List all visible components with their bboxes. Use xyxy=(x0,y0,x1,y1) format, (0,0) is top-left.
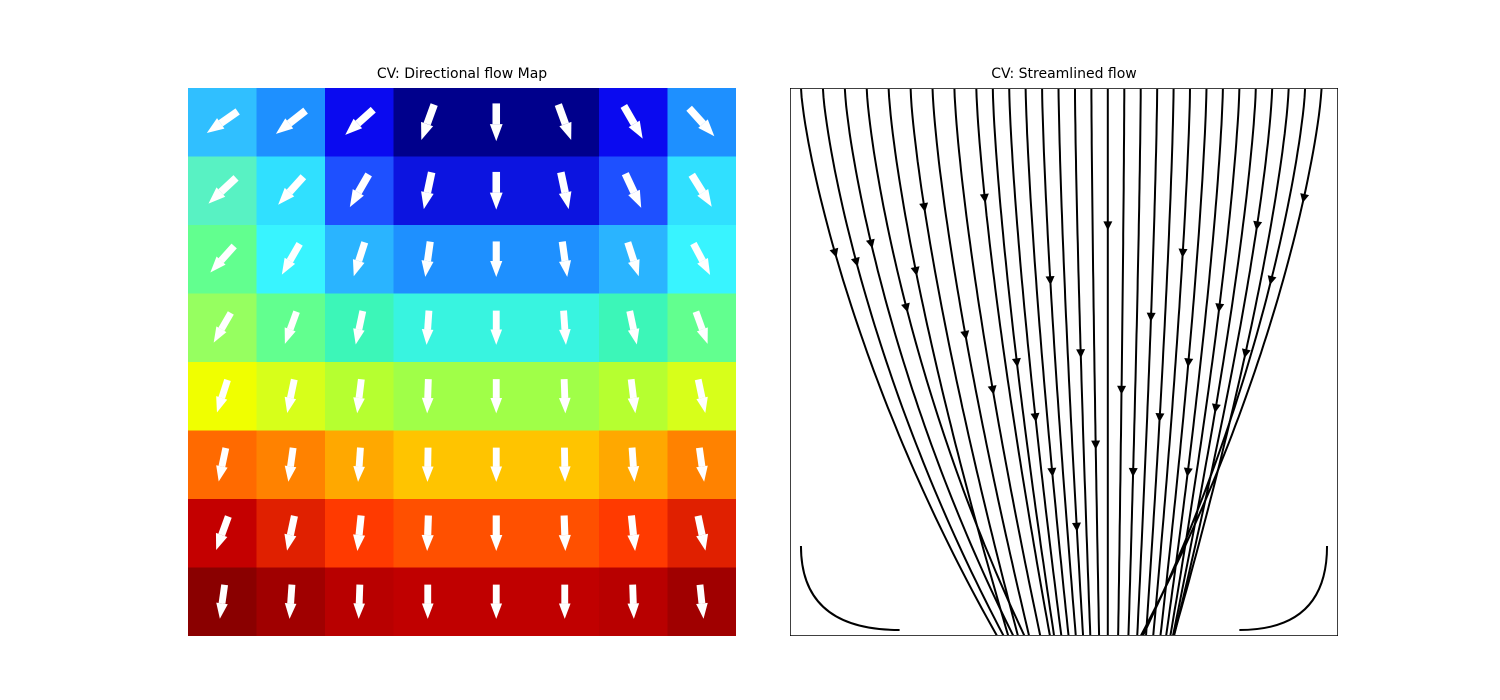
streamplot-chart xyxy=(790,88,1338,636)
directional-flow-subplot: CV: Directional flow Map xyxy=(188,88,736,636)
heatmap-quiver-chart xyxy=(188,88,736,636)
streamlined-flow-subplot: CV: Streamlined flow xyxy=(790,88,1338,636)
figure: CV: Directional flow Map CV: Streamlined… xyxy=(0,0,1500,700)
left-title: CV: Directional flow Map xyxy=(188,66,736,82)
right-title: CV: Streamlined flow xyxy=(790,66,1338,82)
streamplot-frame xyxy=(790,88,1338,636)
